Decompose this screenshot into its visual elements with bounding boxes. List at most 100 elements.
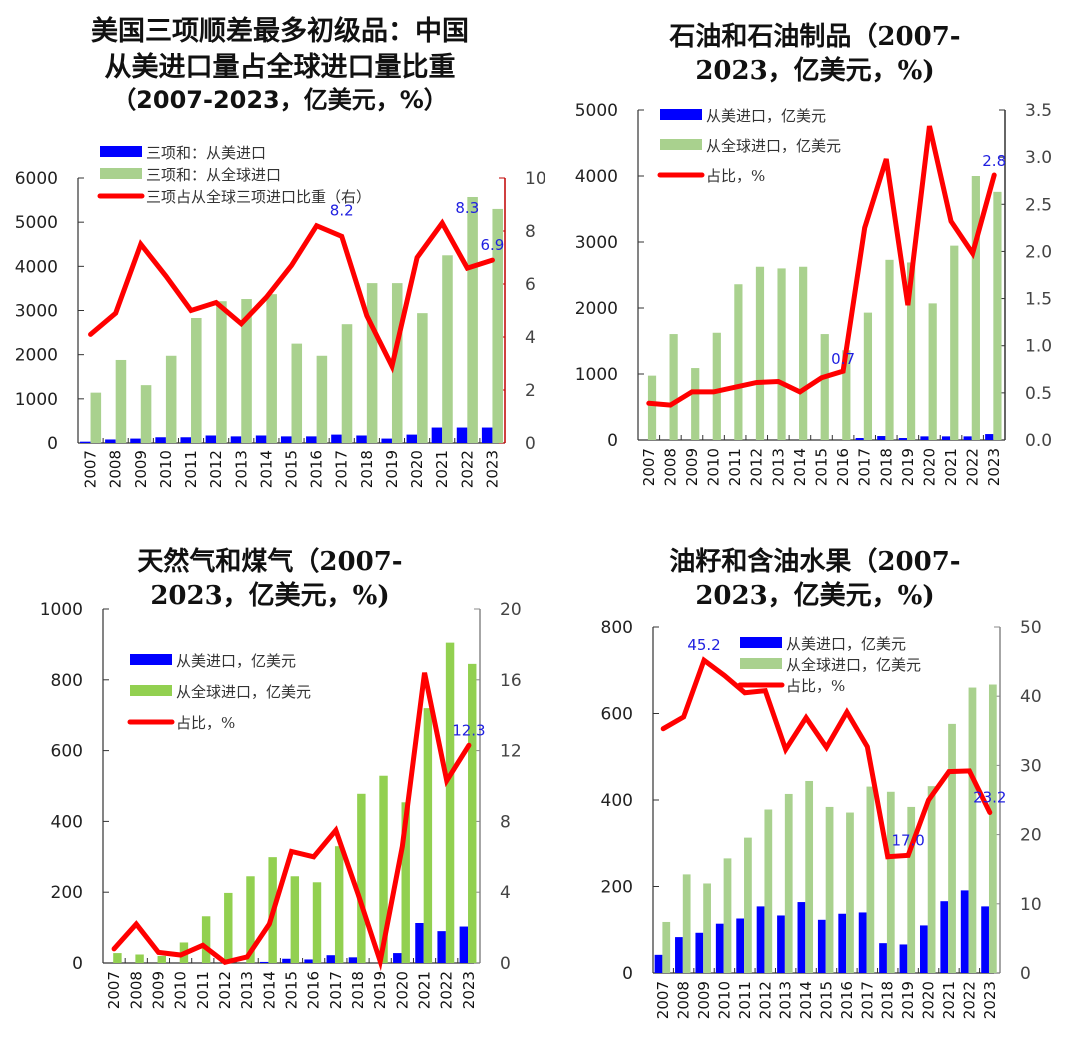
bar-global-import bbox=[113, 953, 122, 963]
x-tick-label: 2014 bbox=[791, 448, 809, 486]
bar-global-import bbox=[140, 385, 152, 443]
legend-label: 三项和：从美进口 bbox=[146, 144, 266, 162]
bar-us-import bbox=[130, 438, 141, 443]
bar-us-import bbox=[155, 437, 166, 443]
y2-tick-label: 40 bbox=[1020, 687, 1042, 707]
bar-us-import bbox=[437, 931, 446, 963]
y-tick-label: 2000 bbox=[575, 299, 618, 319]
x-tick-label: 2011 bbox=[736, 981, 754, 1019]
y2-tick-label: 20 bbox=[500, 600, 522, 620]
y2-tick-label: 0 bbox=[500, 954, 511, 974]
bar-global-import bbox=[401, 802, 410, 963]
bar-global-import bbox=[216, 301, 227, 443]
chart-svg: 0 1000 2000 3000 4000 5000 6000 0 2 4 6 8 10 2007 2008… bbox=[15, 144, 545, 488]
bar-global-import bbox=[467, 196, 478, 443]
legend-label: 从美进口，亿美元 bbox=[176, 652, 296, 670]
bar-global-import bbox=[755, 266, 765, 440]
bar-global-import bbox=[799, 266, 808, 440]
x-tick-label: 2007 bbox=[82, 450, 100, 488]
x-tick-label: 2016 bbox=[838, 981, 856, 1019]
legend-label: 三项占从全球三项进口比重（右） bbox=[146, 188, 371, 206]
y-tick-label: 5000 bbox=[15, 213, 58, 233]
bar-us-import bbox=[879, 943, 887, 973]
legend-swatch bbox=[100, 168, 142, 179]
x-tick-label: 2019 bbox=[899, 981, 917, 1019]
x-tick-label: 2010 bbox=[172, 971, 190, 1009]
chart-title-line: 美国三项顺差最多初级品：中国 bbox=[91, 16, 469, 47]
x-tick-label: 2010 bbox=[157, 450, 175, 488]
bar-global-import bbox=[312, 882, 322, 963]
bar-global-import bbox=[468, 663, 477, 963]
bar-us-import bbox=[459, 926, 469, 963]
legend-swatch bbox=[740, 658, 782, 669]
bar-global-import bbox=[442, 255, 453, 443]
bar-us-import bbox=[481, 427, 493, 443]
bar-global-import bbox=[842, 350, 851, 440]
bar-global-import bbox=[863, 312, 873, 440]
bar-us-import bbox=[838, 913, 847, 973]
x-tick-label: 2008 bbox=[675, 981, 693, 1019]
chart-title: 石油和石油制品（2007- 2023，亿美元，%) bbox=[605, 20, 1025, 89]
x-tick-label: 2014 bbox=[797, 981, 815, 1019]
bar-global-import bbox=[165, 355, 177, 443]
y-tick-label: 2000 bbox=[15, 346, 58, 366]
bar-global-import bbox=[115, 359, 127, 443]
y2-tick-label: 1.0 bbox=[1025, 337, 1052, 357]
x-tick-label: 2017 bbox=[858, 981, 876, 1019]
x-tick-label: 2016 bbox=[308, 450, 326, 488]
y2-tick-label: 3.5 bbox=[1025, 101, 1052, 121]
y-tick-label: 600 bbox=[51, 742, 83, 762]
bar-global-import bbox=[971, 176, 980, 440]
chart-svg: 0 200 400 600 800 0 10 20 30 40 50 2007 2008 2009 2010… bbox=[601, 618, 1042, 1019]
bar-global-import bbox=[246, 876, 255, 963]
x-tick-label: 2009 bbox=[695, 981, 713, 1019]
bar-us-import bbox=[230, 436, 242, 443]
bar-global-import bbox=[734, 284, 743, 440]
legend-swatch bbox=[130, 685, 172, 696]
x-tick-label: 2021 bbox=[940, 981, 958, 1019]
y2-tick-label: 6 bbox=[525, 275, 536, 295]
y2-tick-label: 0 bbox=[525, 434, 536, 454]
x-tick-label: 2010 bbox=[715, 981, 733, 1019]
bar-global-import bbox=[948, 723, 956, 973]
bar-global-import bbox=[224, 892, 233, 963]
bar-us-import bbox=[282, 958, 291, 963]
y2-tick-label: 2.5 bbox=[1025, 195, 1052, 215]
y2-tick-label: 0 bbox=[1020, 964, 1031, 984]
bar-us-import bbox=[348, 957, 358, 963]
x-tick-label: 2017 bbox=[327, 971, 345, 1009]
bar-us-import bbox=[331, 434, 342, 443]
y-tick-label: 400 bbox=[601, 791, 633, 811]
chart-svg: 0 1000 2000 3000 4000 5000 0.0 0.5 1.0 1.5 2.0 2.5 3… bbox=[575, 101, 1052, 486]
bar-global-import bbox=[907, 806, 916, 973]
bar-global-import bbox=[669, 334, 678, 440]
bar-global-import bbox=[950, 245, 959, 440]
bar-global-import bbox=[423, 708, 433, 963]
y-tick-label: 0 bbox=[607, 431, 618, 451]
x-tick-label: 2008 bbox=[127, 971, 145, 1009]
bar-us-import bbox=[985, 434, 994, 440]
bar-global-import bbox=[886, 791, 895, 973]
x-tick-label: 2018 bbox=[358, 450, 376, 488]
y2-tick-label: 12 bbox=[500, 742, 522, 762]
chart-svg: 0 200 400 600 800 1000 0 4 8 12 16 20 2007 2008 2009 20… bbox=[40, 600, 522, 1009]
bar-global-import bbox=[846, 812, 854, 973]
y-tick-label: 0 bbox=[72, 954, 83, 974]
legend-label: 占比，% bbox=[786, 677, 845, 695]
bar-global-import bbox=[906, 262, 916, 440]
y2-tick-label: 3.0 bbox=[1025, 148, 1052, 168]
bar-global-import bbox=[341, 324, 353, 443]
y2-tick-label: 2.0 bbox=[1025, 242, 1052, 262]
x-tick-label: 2008 bbox=[661, 448, 679, 486]
x-tick-label: 2022 bbox=[960, 981, 978, 1019]
bar-global-import bbox=[417, 313, 428, 443]
bar-global-import bbox=[90, 392, 102, 443]
bar-global-import bbox=[647, 375, 657, 440]
bar-us-import bbox=[406, 434, 418, 443]
y-tick-label: 1000 bbox=[15, 390, 58, 410]
x-tick-label: 2012 bbox=[207, 450, 225, 488]
chart-title-line: 油籽和含油水果（2007- bbox=[669, 547, 961, 577]
bar-global-import bbox=[201, 916, 211, 963]
bar-global-import bbox=[805, 780, 814, 973]
x-tick-label: 2012 bbox=[756, 981, 774, 1019]
